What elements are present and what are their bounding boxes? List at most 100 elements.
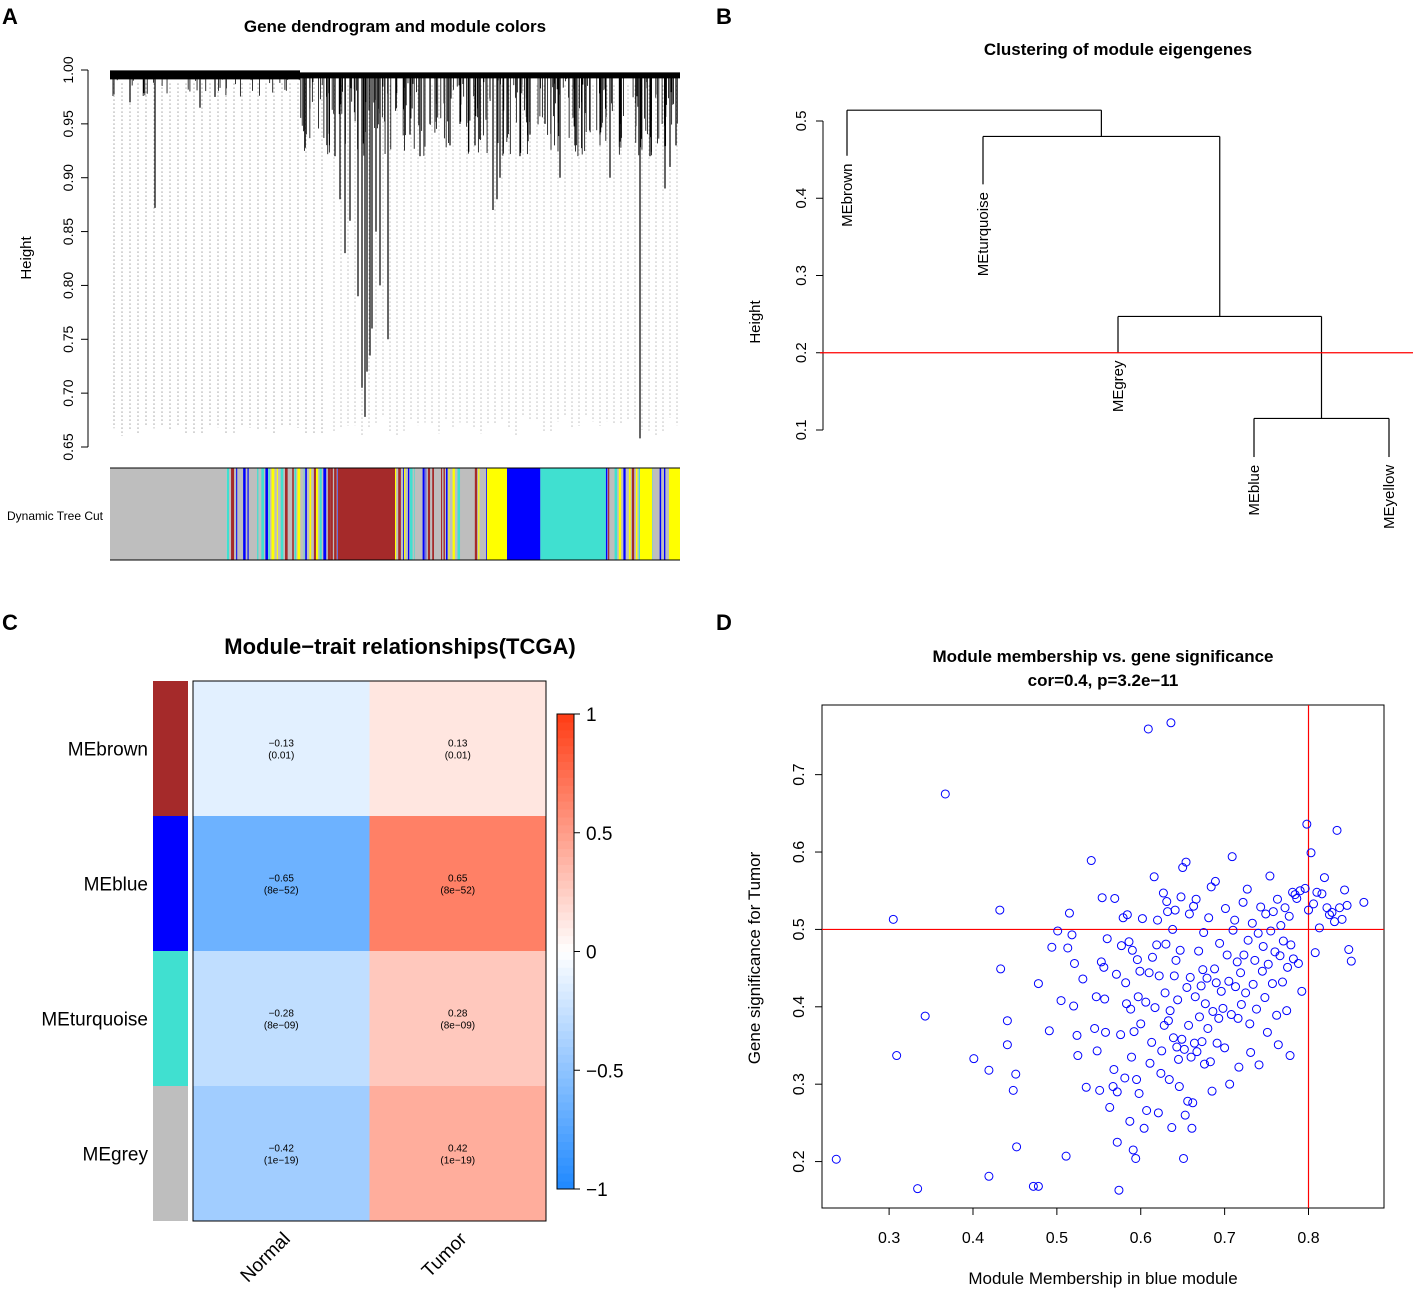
- data-point: [1033, 979, 1043, 989]
- cell-correlation: −0.42: [269, 1144, 295, 1155]
- data-point: [1261, 909, 1271, 919]
- module-stripe: [659, 468, 662, 560]
- data-point: [1205, 1057, 1215, 1067]
- module-stripe: [287, 468, 291, 560]
- data-point: [1166, 718, 1176, 728]
- data-point: [1156, 1068, 1166, 1078]
- module-stripe: [664, 468, 666, 560]
- data-point: [1056, 996, 1066, 1006]
- module-stripe: [257, 468, 259, 560]
- module-stripe: [285, 468, 288, 560]
- data-point: [1167, 1123, 1177, 1133]
- color-scale-step: [557, 769, 574, 778]
- module-segment-turquoise: [540, 468, 606, 560]
- heatmap-cell: [369, 816, 546, 951]
- color-scale-step: [557, 1078, 574, 1087]
- color-scale-step: [557, 904, 574, 913]
- panel-a-ylabel: Height: [18, 235, 35, 279]
- heatmap-border: [192, 680, 547, 1222]
- data-point: [1268, 907, 1278, 917]
- y-tick-label: 0.5: [791, 918, 808, 940]
- data-point: [1199, 1059, 1209, 1069]
- data-point: [1002, 1016, 1012, 1026]
- module-stripe: [316, 468, 318, 560]
- color-scale-step: [557, 1046, 574, 1055]
- data-point: [1114, 1185, 1124, 1195]
- data-point: [1218, 1003, 1228, 1013]
- color-scale-step: [557, 1038, 574, 1047]
- panel-d-subtitle: cor=0.4, p=3.2e−11: [1028, 671, 1179, 690]
- heatmap-cell: [369, 681, 546, 816]
- data-point: [1159, 1020, 1169, 1030]
- data-point: [1272, 894, 1282, 904]
- color-scale-tick-label: 0: [586, 943, 597, 964]
- y-tick-label: 0.4: [793, 188, 810, 209]
- panel-a: A Gene dendrogram and module colors Heig…: [2, 4, 680, 561]
- data-point: [1215, 938, 1225, 948]
- data-point: [1265, 871, 1275, 881]
- data-point: [1278, 936, 1288, 946]
- data-point: [995, 905, 1005, 915]
- module-stripe: [422, 468, 425, 560]
- cell-pvalue: (8e−09): [440, 1021, 475, 1032]
- data-point: [1073, 1051, 1083, 1061]
- module-stripe: [638, 468, 641, 560]
- data-point: [1232, 957, 1242, 967]
- module-stripe: [618, 468, 622, 560]
- color-scale-step: [557, 864, 574, 873]
- data-point: [1239, 950, 1249, 960]
- cell-pvalue: (1e−19): [440, 1156, 475, 1167]
- data-point: [1306, 848, 1316, 858]
- data-point: [1256, 902, 1266, 912]
- panel-c: C Module−trait relationships(TCGA) MEbro…: [2, 610, 624, 1287]
- module-stripe: [247, 468, 249, 560]
- color-scale-step: [557, 801, 574, 810]
- y-tick-label: 0.3: [791, 1073, 808, 1095]
- data-point: [1224, 976, 1234, 986]
- x-tick-label: 0.7: [1214, 1230, 1236, 1247]
- panel-c-letter: C: [2, 610, 18, 635]
- data-point: [984, 1171, 994, 1181]
- cell-correlation: 0.13: [448, 739, 468, 750]
- module-stripe: [413, 468, 415, 560]
- color-scale-step: [557, 919, 574, 929]
- module-stripe: [612, 468, 614, 560]
- module-stripe: [330, 468, 333, 560]
- data-point: [1309, 899, 1319, 909]
- data-point: [1273, 1040, 1283, 1050]
- data-point: [1002, 1040, 1012, 1050]
- data-point: [1153, 915, 1163, 925]
- leaf-label-meyellow: MEyellow: [1381, 465, 1398, 529]
- color-scale-step: [557, 714, 574, 723]
- data-point: [1228, 925, 1238, 935]
- module-stripe: [261, 468, 265, 560]
- data-point: [1245, 1019, 1255, 1029]
- data-point: [1327, 907, 1337, 917]
- membership-significance-scatter: 0.3 0.4 0.5 0.6 0.7 0.8 0.2 0.3 0.4 0.5 0.6 0.7: [791, 704, 1385, 1247]
- color-scale-step: [557, 856, 574, 865]
- module-stripe: [303, 468, 305, 560]
- data-point: [1033, 1181, 1043, 1191]
- data-point: [1278, 977, 1288, 987]
- color-scale-step: [557, 1157, 574, 1166]
- module-segment-brown: [338, 468, 395, 560]
- module-stripe: [608, 468, 610, 560]
- color-scale-step: [557, 1125, 574, 1135]
- data-point: [1145, 1058, 1155, 1068]
- module-segment-grey: [110, 468, 227, 560]
- data-point: [1008, 1085, 1018, 1095]
- data-point: [1181, 857, 1191, 867]
- y-tick-label: 0.7: [791, 763, 808, 785]
- data-point: [1154, 971, 1164, 981]
- data-point: [1292, 893, 1302, 903]
- data-point: [996, 964, 1006, 974]
- panel-d-title: Module membership vs. gene significance: [932, 647, 1273, 666]
- row-label-megrey: MEgrey: [83, 1145, 149, 1166]
- panel-b-y-axis: 0.1 0.2 0.3 0.4 0.5: [793, 111, 824, 440]
- leaf-label-megrey: MEgrey: [1110, 360, 1127, 412]
- data-point: [1220, 904, 1230, 914]
- data-point: [940, 789, 950, 799]
- gene-dendrogram: [110, 70, 680, 439]
- module-stripe: [626, 468, 629, 560]
- module-stripe: [226, 468, 230, 560]
